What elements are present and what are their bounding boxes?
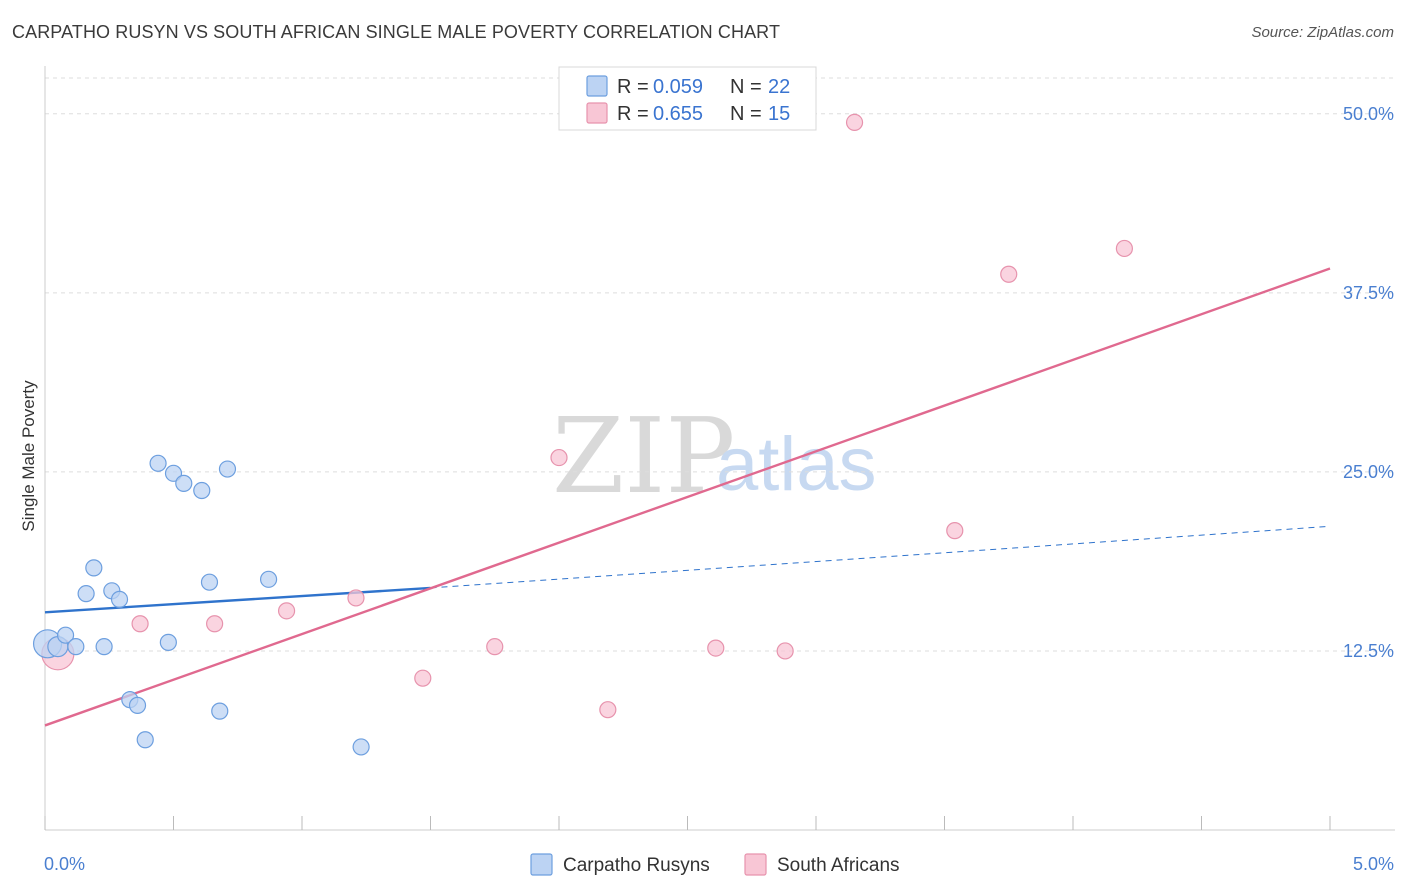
- south-africans-point: [347, 589, 365, 607]
- carpatho-rusyns-trend-line: [44, 586, 431, 614]
- south-africans-point: [599, 701, 617, 719]
- south-africans-point: [776, 642, 794, 660]
- legend-r-value-2: 0.655: [653, 103, 703, 125]
- bottom-legend-swatch-south-africans: [744, 853, 767, 876]
- carpatho-rusyns-point: [352, 738, 370, 756]
- south-africans-point: [131, 615, 149, 633]
- legend-n-value-1: 22: [768, 76, 790, 98]
- legend-r-value-1: 0.059: [653, 76, 703, 98]
- legend-swatch-south-africans: [586, 102, 608, 124]
- south-africans-point: [277, 602, 296, 620]
- y-tick-label: 25.0%: [1343, 462, 1394, 482]
- bottom-legend-label-south-africans: South Africans: [777, 855, 900, 876]
- bottom-legend-swatch-carpatho-rusyns: [530, 853, 553, 876]
- legend-r-label-2: R =: [617, 103, 649, 125]
- carpatho-rusyns-point: [159, 633, 177, 651]
- legend-box: R = 0.059 N = 22 R = 0.655 N = 15: [558, 66, 817, 131]
- south-africans-point: [946, 522, 964, 540]
- south-africans-point: [1115, 239, 1134, 258]
- south-africans-point: [1000, 265, 1018, 283]
- carpatho-rusyns-point: [164, 464, 183, 482]
- data-points: [32, 113, 1134, 756]
- south-africans-point: [486, 638, 504, 656]
- carpatho-rusyns-point: [128, 696, 147, 714]
- x-tick-label-min: 0.0%: [44, 854, 85, 874]
- axes: [44, 66, 1395, 831]
- carpatho-rusyns-point: [77, 585, 95, 603]
- legend-n-label-2: N =: [730, 103, 762, 125]
- legend-r-label-1: R =: [617, 76, 649, 98]
- carpatho-rusyns-point: [56, 626, 75, 644]
- legend-swatch-carpatho-rusyns: [586, 75, 608, 97]
- carpatho-rusyns-trend-extension: [430, 525, 1331, 589]
- carpatho-rusyns-point: [200, 573, 219, 591]
- bottom-legend-label-carpatho-rusyns: Carpatho Rusyns: [563, 855, 710, 876]
- carpatho-rusyns-point: [149, 454, 167, 472]
- carpatho-rusyns-point: [136, 731, 154, 749]
- y-tick-label: 37.5%: [1343, 283, 1394, 303]
- y-tick-label: 50.0%: [1343, 104, 1394, 124]
- carpatho-rusyns-point: [110, 590, 129, 608]
- carpatho-rusyns-point: [95, 638, 113, 656]
- x-tick-label-max: 5.0%: [1353, 854, 1394, 874]
- trend-lines: [44, 267, 1331, 727]
- bottom-legend: Carpatho Rusyns South Africans: [530, 853, 900, 876]
- carpatho-rusyns-point: [85, 559, 103, 577]
- carpatho-rusyns-point: [67, 638, 85, 656]
- y-axis-title: Single Male Poverty: [19, 380, 38, 532]
- south-africans-point: [206, 615, 224, 633]
- carpatho-rusyns-point: [193, 481, 211, 500]
- carpatho-rusyns-point: [175, 474, 193, 492]
- y-tick-label: 12.5%: [1343, 641, 1394, 661]
- carpatho-rusyns-point: [259, 570, 278, 588]
- south-africans-point: [845, 113, 864, 132]
- south-africans-trend-line: [44, 267, 1331, 727]
- watermark-zip: ZIP: [552, 395, 735, 517]
- carpatho-rusyns-point: [218, 460, 237, 478]
- grid-lines: [45, 77, 1395, 652]
- carpatho-rusyns-point: [211, 702, 229, 720]
- south-africans-point: [550, 448, 568, 467]
- source-label: Source: ZipAtlas.com: [1251, 24, 1394, 41]
- legend-n-value-2: 15: [768, 103, 790, 125]
- legend-n-label-1: N =: [730, 76, 762, 98]
- watermark-atlas: atlas: [716, 422, 877, 507]
- chart-title: CARPATHO RUSYN VS SOUTH AFRICAN SINGLE M…: [12, 22, 781, 42]
- south-africans-point: [414, 669, 432, 687]
- south-africans-point: [707, 639, 725, 657]
